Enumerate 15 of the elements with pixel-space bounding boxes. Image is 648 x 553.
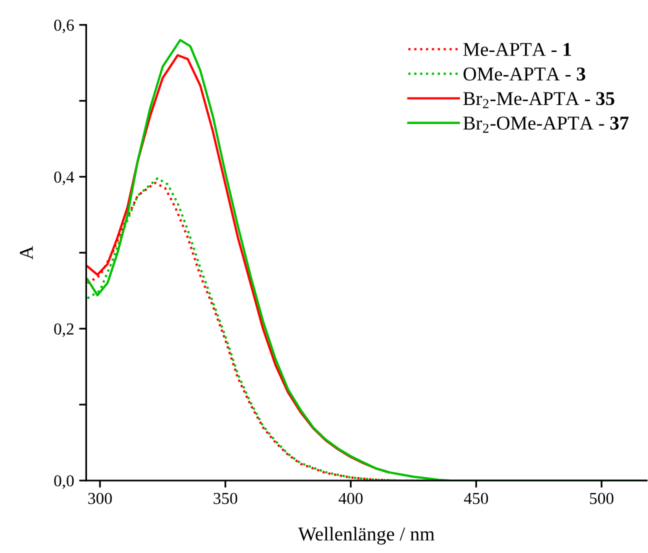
legend-label: Br$_{2}$-OMe-APTA - 37 — [463, 116, 629, 133]
x-axis-title: Wellenlänge / nm — [298, 526, 434, 545]
x-tick-label: 500 — [590, 492, 614, 504]
legend-label: Br$_{2}$-Me-APTA - 35 — [463, 92, 614, 108]
y-tick-label: 0,2 — [54, 323, 74, 338]
y-axis-title: A — [20, 246, 33, 260]
y-tick-label: 0,0 — [54, 475, 74, 489]
y-tick-label: 0,6 — [54, 20, 74, 34]
y-tick-label: 0,4 — [54, 171, 74, 186]
x-tick-label: 350 — [214, 492, 238, 504]
legend-label: Me-APTA - 1 — [463, 42, 571, 56]
legend-label: OMe-APTA - 3 — [464, 68, 586, 81]
x-tick-label: 400 — [338, 492, 363, 504]
x-tick-label: 300 — [88, 492, 112, 504]
x-tick-label: 450 — [464, 492, 488, 504]
